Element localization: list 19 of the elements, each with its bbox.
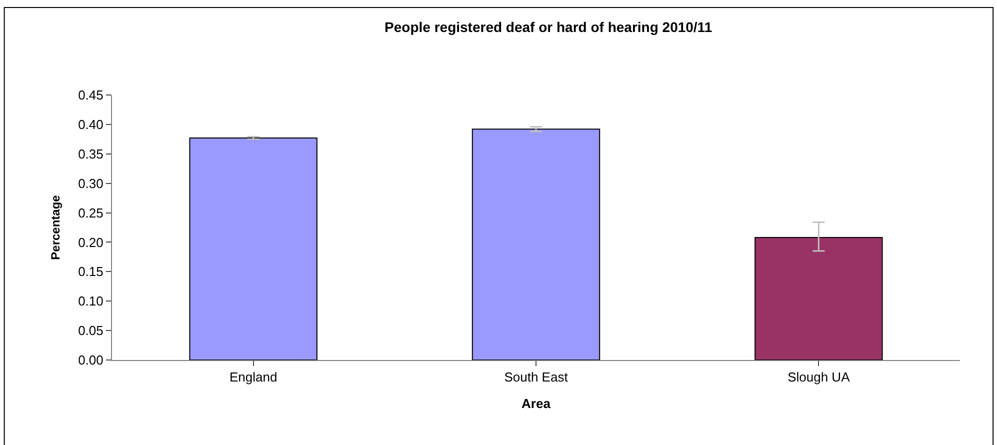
y-tick-label: 0.30 bbox=[78, 176, 104, 191]
y-axis-title: Percentage bbox=[48, 194, 62, 260]
y-tick-label: 0.10 bbox=[78, 294, 104, 309]
chart-title: People registered deaf or hard of hearing 2010/11 bbox=[384, 19, 712, 36]
x-axis-title: Area bbox=[522, 396, 552, 412]
y-tick-label: 0.40 bbox=[78, 116, 104, 132]
y-tick-label: 0.05 bbox=[78, 323, 104, 338]
x-tick-label: England bbox=[229, 370, 278, 385]
bar bbox=[472, 128, 600, 360]
y-tick-label: 0.35 bbox=[78, 146, 104, 162]
y-tick-label: 0.20 bbox=[78, 234, 104, 250]
bar bbox=[754, 237, 883, 360]
x-tick-label: South East bbox=[504, 370, 568, 385]
x-tick-label: Slough UA bbox=[788, 370, 850, 385]
y-tick-label: 0.15 bbox=[78, 264, 104, 280]
y-tick-label: 0.00 bbox=[78, 352, 104, 368]
y-tick-label: 0.25 bbox=[78, 205, 104, 220]
y-tick-label: 0.45 bbox=[78, 88, 104, 103]
bar bbox=[189, 137, 318, 360]
